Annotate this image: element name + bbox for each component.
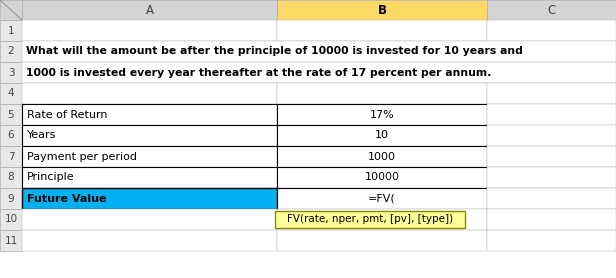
Bar [22, 188, 277, 209]
Bar [487, 188, 616, 209]
Bar [22, 146, 277, 167]
Bar [487, 167, 616, 188]
Bar [487, 209, 616, 230]
Text: C: C [548, 4, 556, 16]
Bar [0, 104, 22, 125]
Bar [277, 230, 487, 251]
Bar [277, 125, 487, 146]
Text: =FV(: =FV( [368, 193, 396, 203]
Text: 1000: 1000 [368, 152, 396, 162]
Bar [0, 188, 22, 209]
Text: 4: 4 [7, 88, 14, 98]
Bar [277, 104, 487, 125]
Bar [0, 0, 22, 20]
Bar [487, 0, 616, 20]
Bar [277, 209, 487, 230]
Text: 11: 11 [4, 235, 18, 245]
Text: Payment per period: Payment per period [27, 152, 137, 162]
Bar [0, 230, 22, 251]
Bar [22, 0, 277, 20]
Text: Rate of Return: Rate of Return [27, 110, 108, 120]
Bar [0, 41, 22, 62]
Text: 7: 7 [7, 152, 14, 162]
Bar [275, 211, 465, 228]
Bar [0, 20, 22, 41]
Bar [487, 83, 616, 104]
Bar [277, 0, 487, 20]
Bar [0, 209, 22, 230]
Text: 2: 2 [7, 46, 14, 56]
Text: 1000 is invested every year thereafter at the rate of 17 percent per annum.: 1000 is invested every year thereafter a… [26, 68, 492, 78]
Bar [487, 20, 616, 41]
Text: 5: 5 [7, 110, 14, 120]
Text: 6: 6 [7, 130, 14, 140]
Text: Years: Years [27, 130, 57, 140]
Bar [22, 41, 616, 62]
Bar [22, 62, 616, 83]
Bar [22, 209, 277, 230]
Bar [487, 125, 616, 146]
Text: Principle: Principle [27, 173, 75, 182]
Bar [22, 20, 277, 41]
Bar [277, 20, 487, 41]
Text: 10: 10 [4, 215, 18, 225]
Bar [277, 188, 487, 209]
Bar [277, 146, 487, 167]
Bar [487, 230, 616, 251]
Text: 1: 1 [7, 26, 14, 36]
Text: 3: 3 [7, 68, 14, 78]
Text: 10: 10 [375, 130, 389, 140]
Bar [0, 146, 22, 167]
Text: What will the amount be after the principle of 10000 is invested for 10 years an: What will the amount be after the princi… [26, 46, 523, 56]
Bar [22, 230, 277, 251]
Text: 8: 8 [7, 173, 14, 182]
Text: 10000: 10000 [365, 173, 400, 182]
Bar [277, 83, 487, 104]
Text: Future Value: Future Value [27, 193, 107, 203]
Bar [277, 167, 487, 188]
Text: FV(rate, nper, pmt, [pv], [type]): FV(rate, nper, pmt, [pv], [type]) [287, 215, 453, 225]
Bar [0, 62, 22, 83]
Bar [0, 167, 22, 188]
Bar [22, 83, 277, 104]
Text: 9: 9 [7, 193, 14, 203]
Bar [0, 125, 22, 146]
Bar [22, 167, 277, 188]
Bar [487, 146, 616, 167]
Text: 17%: 17% [370, 110, 394, 120]
Bar [487, 104, 616, 125]
Bar [22, 125, 277, 146]
Bar [22, 104, 277, 125]
Bar [0, 83, 22, 104]
Text: A: A [145, 4, 153, 16]
Text: B: B [378, 4, 386, 16]
